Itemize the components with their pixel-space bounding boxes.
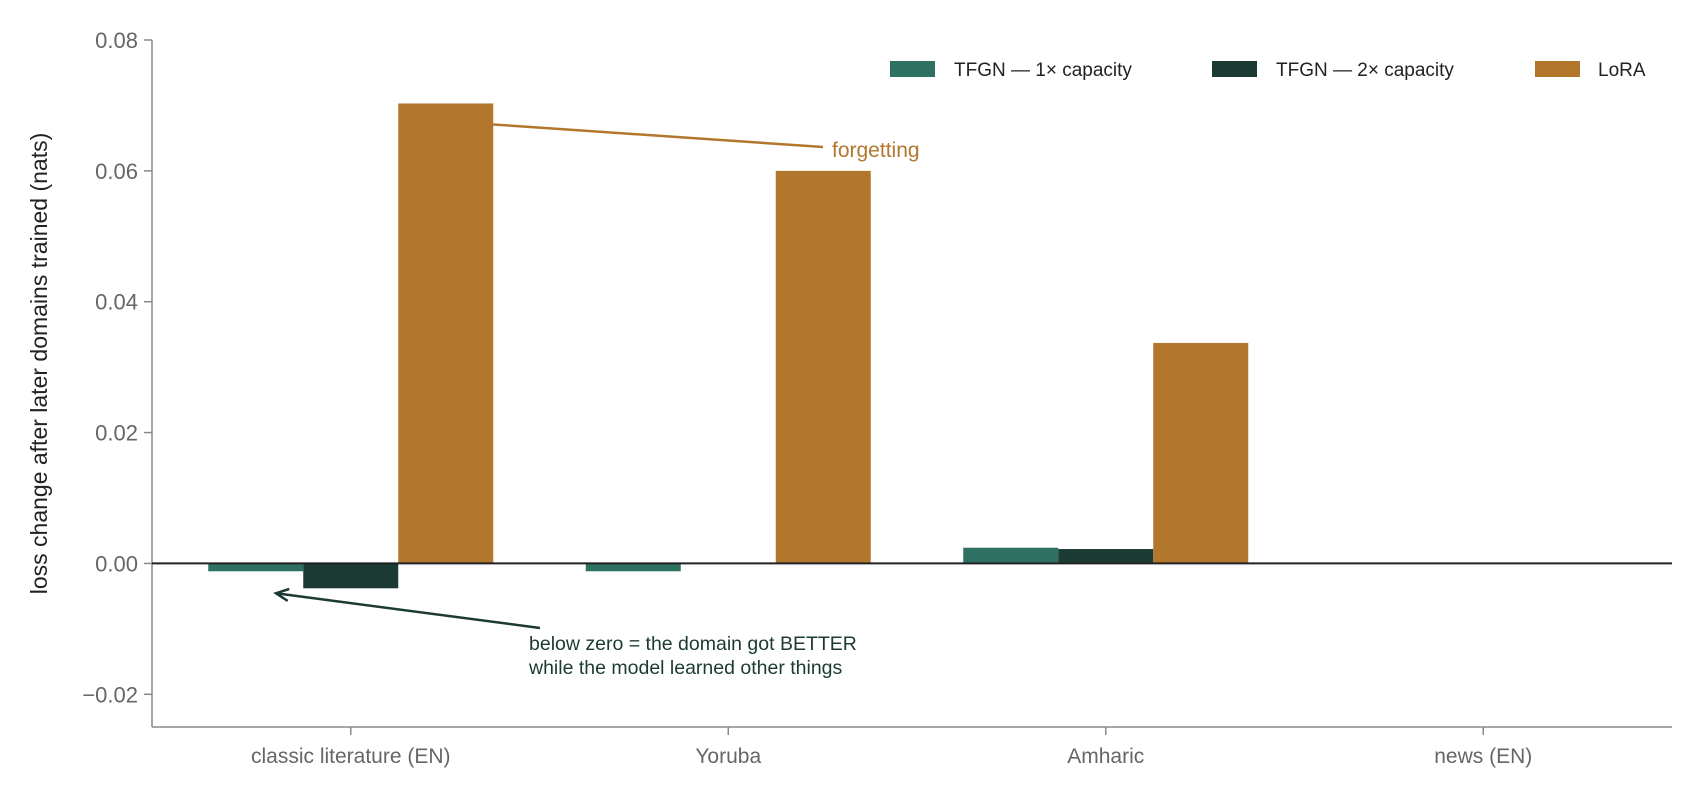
bar-tfgn-2-capacity-classic-literature-en	[303, 563, 399, 589]
below-zero-annotation-line: while the model learned other things	[528, 657, 843, 679]
axes-layer	[151, 40, 1672, 728]
below-zero-annotation: below zero = the domain got BETTER while …	[528, 633, 857, 679]
y-ticks-layer: −0.02 0.00 0.02 0.04 0.06 0.08	[82, 28, 152, 707]
forgetting-annotation: forgetting	[832, 139, 920, 162]
below-zero-arrow-line	[275, 592, 541, 630]
bar-lora-classic-literature-en	[398, 103, 494, 564]
x-tick-label: classic literature (EN)	[251, 745, 451, 768]
y-tick-label: 0.00	[95, 551, 138, 576]
legend-label: LoRA	[1598, 60, 1646, 81]
x-tick-label: Yoruba	[695, 745, 761, 768]
annotations: forgetting below zero = the domain got BE…	[273, 123, 920, 679]
bars-layer	[208, 103, 1249, 589]
forgetting-leader-line	[493, 123, 824, 149]
bar-lora-yoruba	[775, 170, 871, 564]
y-tick-label: −0.02	[82, 682, 138, 707]
y-tick-label: 0.06	[95, 159, 138, 184]
bar-tfgn-1-capacity-classic-literature-en	[208, 563, 304, 572]
y-tick-label: 0.08	[95, 28, 138, 53]
y-tick-label: 0.04	[95, 290, 138, 315]
x-ticks-layer: classic literature (EN) Yoruba Amharic news…	[251, 727, 1532, 768]
legend-label: TFGN — 2× capacity	[1276, 60, 1454, 81]
below-zero-annotation-line: below zero = the domain got BETTER	[529, 633, 857, 655]
legend: TFGN — 1× capacity TFGN — 2× capacity LoRA	[890, 60, 1646, 81]
y-axis-title: loss change after later domains trained …	[26, 133, 52, 595]
x-tick-label: news (EN)	[1434, 745, 1532, 768]
bar-lora-amharic	[1153, 342, 1249, 564]
legend-label: TFGN — 1× capacity	[954, 60, 1132, 81]
legend-swatch-tfgn-1-capacity	[890, 61, 935, 77]
bar-tfgn-2-capacity-amharic	[1058, 549, 1154, 564]
x-tick-label: Amharic	[1067, 745, 1144, 768]
y-tick-label: 0.02	[95, 421, 138, 446]
bar-tfgn-1-capacity-amharic	[963, 547, 1059, 564]
legend-swatch-lora	[1535, 61, 1580, 77]
bar-tfgn-1-capacity-yoruba	[585, 563, 681, 572]
below-zero-arrow-head	[273, 587, 290, 603]
legend-swatch-tfgn-2-capacity	[1212, 61, 1257, 77]
